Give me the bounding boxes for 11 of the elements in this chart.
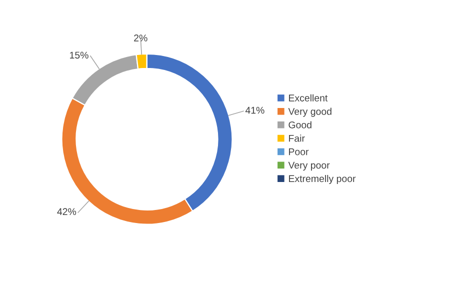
- data-label: 41%: [245, 106, 264, 114]
- legend-label: Very poor: [288, 162, 330, 171]
- legend-label: Excellent: [289, 94, 328, 102]
- data-label: 15%: [70, 52, 88, 59]
- legend-label: Very good: [288, 108, 332, 117]
- data-label: 42%: [57, 208, 76, 216]
- legend-label: Extremelly poor: [289, 174, 356, 184]
- legend-label: Fair: [289, 134, 305, 142]
- legend-label: Good: [288, 121, 312, 128]
- legend-label: Poor: [289, 148, 309, 156]
- data-label: 2%: [134, 34, 148, 42]
